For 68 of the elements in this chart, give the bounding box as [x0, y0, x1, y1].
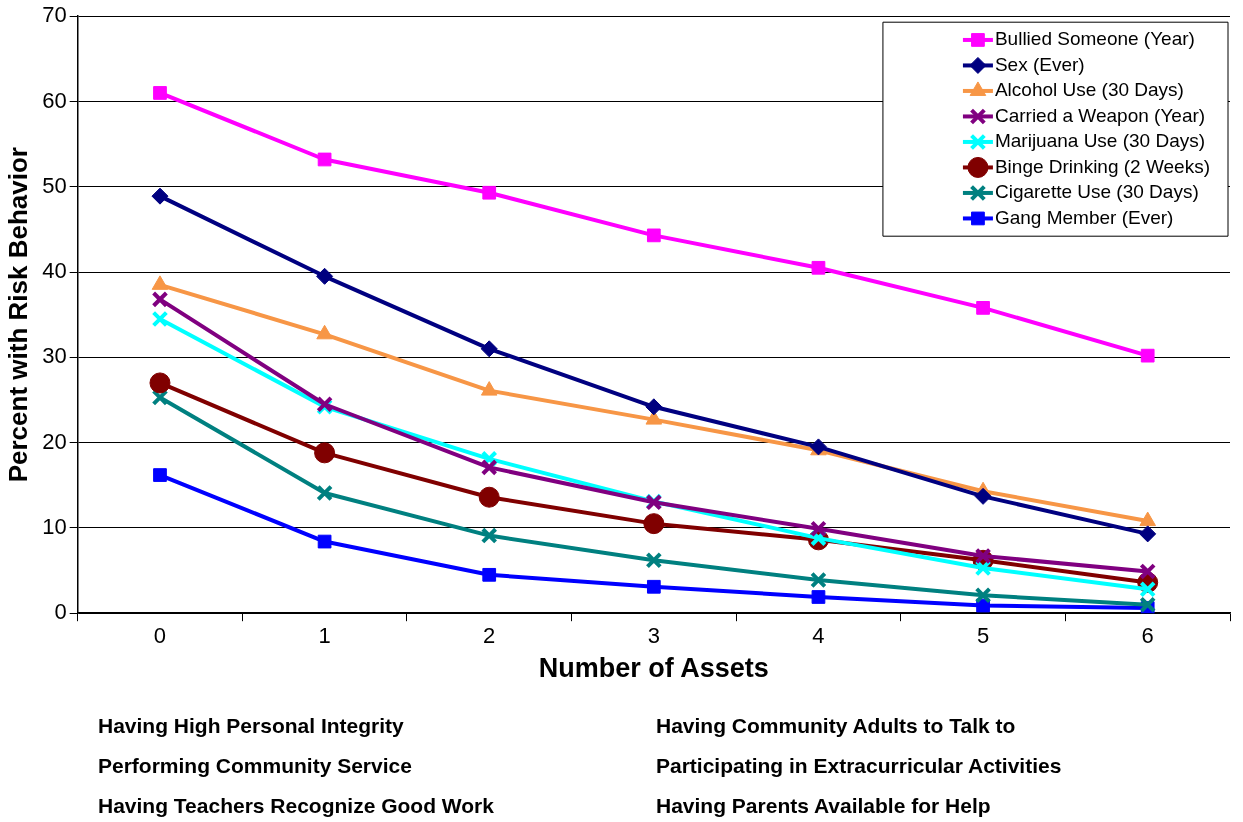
y-tick-label: 20	[42, 428, 67, 454]
x-tick-label: 6	[1141, 623, 1154, 649]
point	[811, 590, 826, 604]
point	[811, 260, 826, 275]
y-tick-label: 50	[42, 172, 67, 198]
point	[974, 547, 992, 565]
legend-label: Bullied Someone (Year)	[994, 28, 1195, 50]
point	[316, 267, 334, 285]
point	[643, 513, 665, 535]
y-tick-label: 40	[42, 258, 67, 284]
point	[478, 486, 500, 508]
legend-label: Cigarette Use (30 Days)	[994, 181, 1199, 203]
point	[1139, 596, 1157, 614]
point	[974, 487, 992, 505]
text: Performing Community Service	[98, 753, 413, 779]
point	[646, 579, 661, 594]
y-tick-label: 0	[54, 599, 67, 625]
point	[1139, 563, 1157, 580]
x-tick-label: 3	[647, 623, 660, 649]
point	[317, 152, 332, 167]
y-tick-label: 10	[42, 513, 67, 539]
text: Participating in Extracurricular Activities	[656, 753, 1063, 779]
legend-label: Gang Member (Ever)	[994, 206, 1174, 228]
point	[317, 534, 332, 549]
legend-label: Marijuana Use (30 Days)	[994, 130, 1206, 152]
point	[810, 571, 827, 589]
x-axis-title: Number of Assets	[538, 653, 769, 684]
point	[645, 551, 663, 569]
point	[151, 389, 169, 406]
point	[151, 187, 169, 205]
point	[1140, 348, 1155, 363]
point	[646, 228, 661, 243]
point	[810, 520, 827, 538]
legend-label: Carried a Weapon (Year)	[994, 104, 1206, 126]
point	[480, 527, 498, 544]
point	[151, 310, 169, 328]
text: Having Teachers Recognize Good Work	[98, 793, 495, 819]
text: Having High Personal Integrity	[98, 713, 405, 739]
point	[480, 459, 498, 476]
point	[316, 484, 333, 502]
y-axis-title: Percent with Risk Behavior	[2, 147, 33, 483]
point	[645, 398, 663, 416]
text: Having Community Adults to Talk to	[656, 713, 1017, 739]
point	[976, 301, 990, 315]
x-tick-label: 1	[318, 623, 331, 649]
x-tick-label: 4	[812, 623, 825, 649]
point	[151, 290, 169, 308]
point	[153, 468, 167, 482]
point	[1139, 525, 1157, 543]
y-tick-label: 30	[42, 343, 67, 369]
point	[314, 442, 336, 464]
legend-label: Binge Drinking (2 Weeks)	[994, 155, 1211, 177]
legend-label: Sex (Ever)	[994, 53, 1085, 75]
point	[482, 567, 497, 582]
point	[153, 86, 167, 100]
point	[1139, 511, 1156, 527]
point	[1139, 580, 1157, 598]
point	[974, 586, 992, 604]
x-tick-label: 5	[976, 623, 990, 649]
point	[482, 185, 497, 200]
x-tick-label: 0	[153, 623, 167, 649]
y-tick-label: 70	[42, 2, 67, 28]
x-tick-label: 2	[483, 623, 496, 649]
point	[149, 372, 171, 394]
point	[480, 340, 498, 358]
legend-label: Alcohol Use (30 Days)	[994, 79, 1184, 101]
text: Having Parents Available for Help	[656, 793, 992, 819]
y-tick-label: 60	[42, 87, 67, 113]
